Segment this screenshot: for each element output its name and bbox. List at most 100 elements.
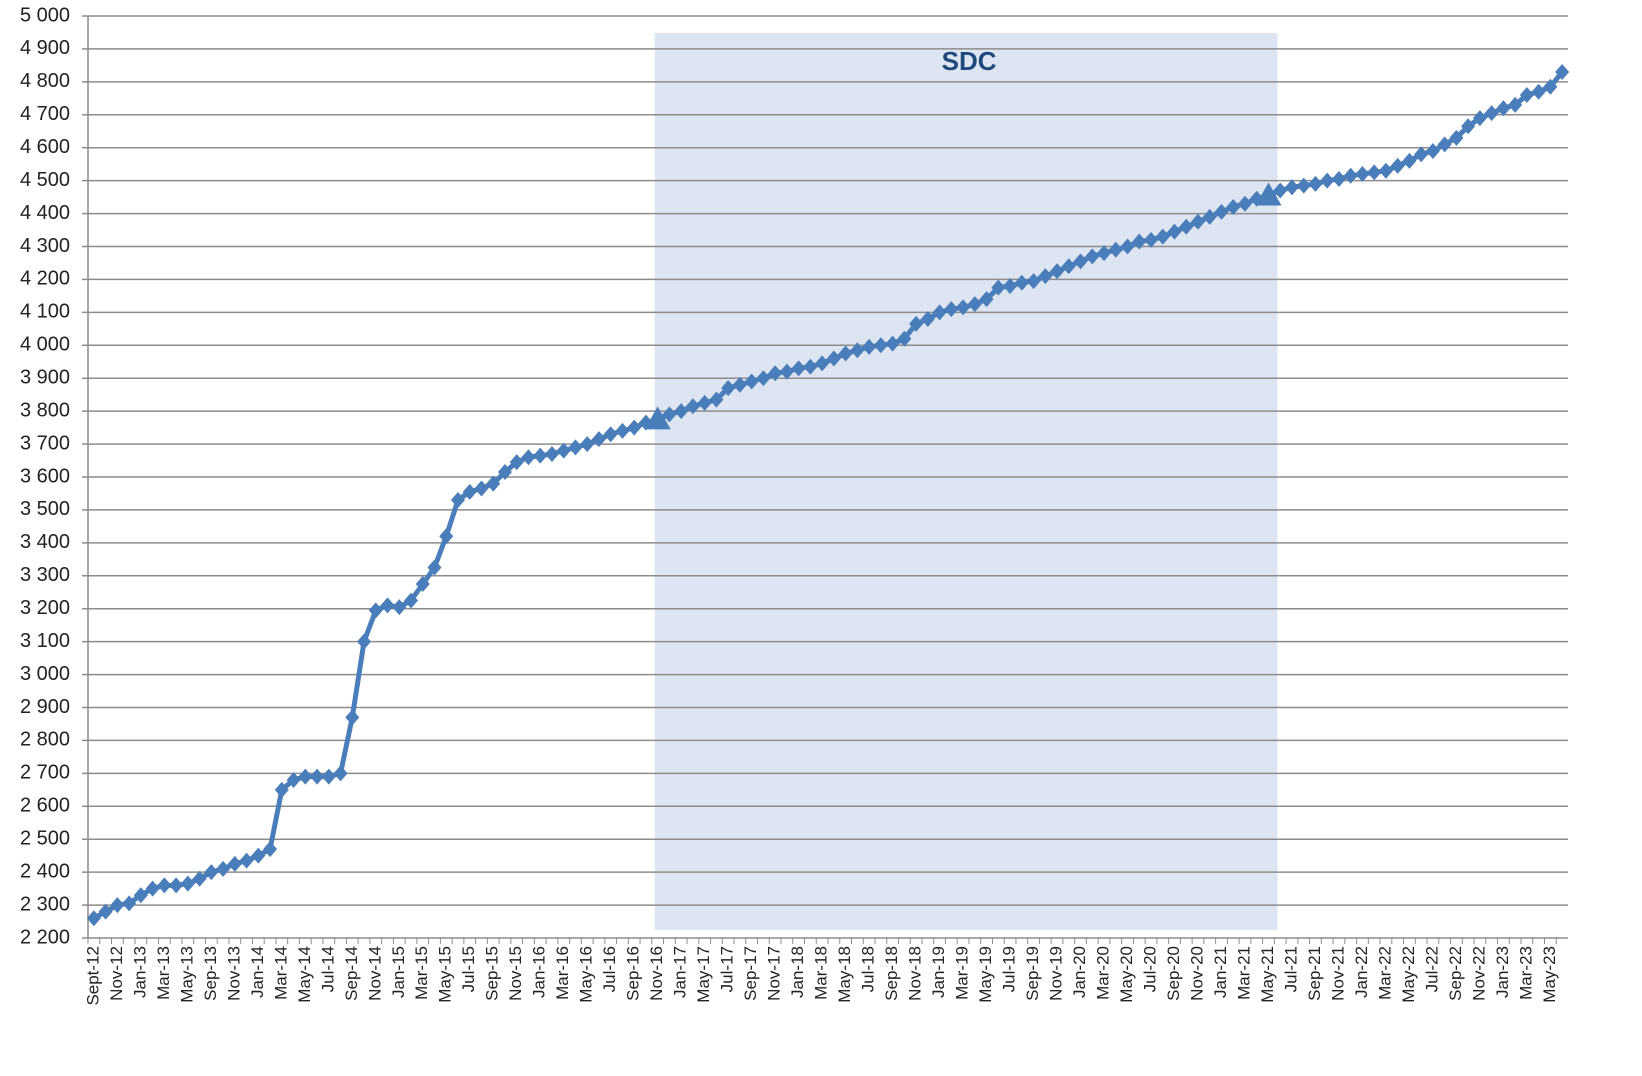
marker (286, 771, 301, 788)
x-tick-label: Jul-14 (318, 946, 337, 992)
marker (1167, 223, 1182, 240)
marker (826, 350, 841, 367)
x-tick-label: Jan-18 (788, 946, 807, 998)
marker (298, 768, 313, 785)
marker (86, 910, 101, 927)
y-tick-label: 3 100 (20, 630, 70, 652)
marker (216, 860, 231, 877)
marker (122, 895, 137, 912)
x-tick-label: Jan-23 (1493, 946, 1512, 998)
marker (1155, 228, 1170, 245)
marker (380, 597, 395, 614)
x-tick-label: Nov-13 (224, 946, 243, 1001)
x-tick-label: Mar-22 (1375, 946, 1394, 1000)
x-tick-label: May-19 (976, 946, 995, 1003)
x-tick-label: May-15 (436, 946, 455, 1003)
marker (1449, 129, 1464, 146)
y-tick-label: 2 200 (20, 926, 70, 948)
x-tick-label: Sep-18 (882, 946, 901, 1001)
marker (321, 768, 336, 785)
marker (474, 480, 489, 497)
marker (1273, 182, 1288, 199)
marker (1543, 78, 1558, 95)
x-tick-label: Nov-12 (107, 946, 126, 1001)
x-tick-label: Sep-20 (1164, 946, 1183, 1001)
y-tick-label: 3 600 (20, 465, 70, 487)
marker (850, 342, 865, 359)
y-tick-label: 3 200 (20, 597, 70, 619)
x-tick-label: Jan-13 (130, 946, 149, 998)
marker (1555, 63, 1570, 80)
marker (1367, 164, 1382, 181)
annotation-band (654, 33, 1278, 930)
marker (1437, 136, 1452, 153)
marker (1461, 118, 1476, 135)
marker (920, 310, 935, 327)
x-tick-label: Sep-16 (624, 946, 643, 1001)
x-tick-label: Jan-21 (1211, 946, 1230, 998)
marker (486, 475, 501, 492)
marker (1402, 152, 1417, 169)
x-tick-label: Jan-20 (1070, 946, 1089, 998)
y-tick-label: 3 000 (20, 663, 70, 685)
marker (1320, 172, 1335, 189)
x-tick-label: Mar-21 (1234, 946, 1253, 1000)
marker (451, 492, 465, 509)
x-tick-label: May-18 (835, 946, 854, 1003)
x-tick-label: Sep-13 (201, 946, 220, 1001)
marker (263, 841, 278, 858)
marker (1237, 195, 1252, 212)
marker (1331, 170, 1346, 187)
x-tick-label: Jan-15 (389, 946, 408, 998)
x-tick-label: Sep-15 (483, 946, 502, 1001)
marker (333, 765, 348, 782)
x-tick-label: Mar-23 (1516, 946, 1535, 1000)
marker (133, 887, 148, 904)
x-tick-label: Jul-18 (859, 946, 878, 992)
marker (1202, 208, 1217, 225)
x-tick-label: Nov-14 (365, 946, 384, 1001)
marker (1425, 143, 1440, 160)
marker (368, 602, 383, 619)
x-tick-label: May-20 (1117, 946, 1136, 1003)
marker (932, 304, 947, 321)
x-tick-label: Jul-20 (1141, 946, 1160, 992)
marker (1343, 167, 1358, 184)
x-tick-label: Jul-15 (459, 946, 478, 992)
x-tick-label: May-23 (1540, 946, 1559, 1003)
marker (732, 376, 747, 393)
marker-triangle (1255, 182, 1282, 206)
marker (885, 335, 900, 352)
marker (1519, 87, 1534, 104)
y-tick-label: 3 500 (20, 498, 70, 520)
marker (533, 447, 548, 464)
y-tick-label: 4 200 (20, 268, 70, 290)
x-tick-label: Nov-17 (765, 946, 784, 1001)
y-tick-label: 2 700 (20, 762, 70, 784)
x-tick-label: Sept-12 (83, 946, 102, 1006)
x-tick-label: May-14 (295, 946, 314, 1003)
x-tick-label: Nov-20 (1187, 946, 1206, 1001)
marker (1144, 231, 1159, 248)
y-tick-label: 2 300 (20, 893, 70, 915)
marker (1284, 179, 1299, 196)
marker (744, 373, 759, 390)
y-tick-label: 4 500 (20, 169, 70, 191)
y-tick-label: 4 600 (20, 136, 70, 158)
y-tick-label: 3 900 (20, 366, 70, 388)
marker (1191, 213, 1205, 230)
marker (404, 592, 419, 609)
y-tick-label: 4 100 (20, 301, 70, 323)
marker (98, 903, 113, 920)
x-tick-label: Nov-22 (1469, 946, 1488, 1001)
marker (674, 403, 689, 420)
marker (251, 847, 266, 864)
marker (779, 363, 794, 380)
marker (180, 875, 195, 892)
marker (1050, 263, 1065, 280)
marker (603, 426, 618, 443)
y-tick-label: 3 700 (20, 432, 70, 454)
marker (956, 299, 971, 316)
